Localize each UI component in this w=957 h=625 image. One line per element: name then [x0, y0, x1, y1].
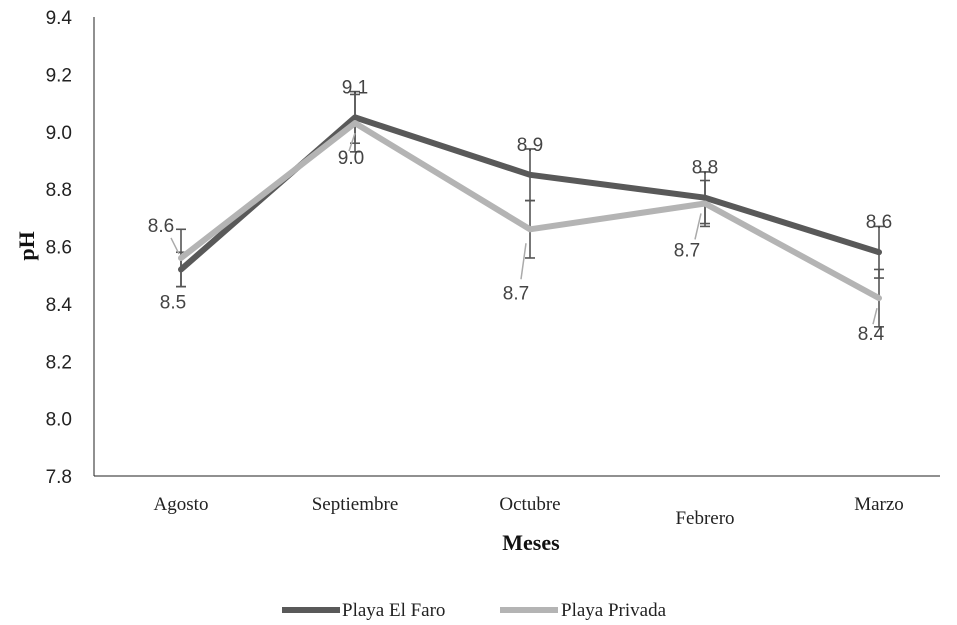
y-tick-label: 9.4 — [46, 8, 73, 29]
y-axis-title: pH — [14, 231, 39, 260]
y-tick-label: 8.0 — [46, 410, 72, 431]
y-tick-labels: 7.8 8.0 8.2 8.4 8.6 8.8 9.0 9.2 9.4 — [46, 8, 73, 488]
label-leader-line — [520, 243, 527, 280]
y-tick-label: 9.2 — [46, 65, 72, 86]
data-label: 8.5 — [160, 292, 186, 313]
series-line-playa-privada — [178, 120, 882, 302]
y-tick-label: 8.4 — [46, 295, 73, 316]
y-tick-label: 9.0 — [46, 123, 72, 144]
y-tick-label: 8.2 — [46, 352, 72, 373]
label-leader-line — [694, 213, 702, 240]
legend: Playa El Faro Playa Privada — [282, 600, 667, 621]
data-label: 8.6 — [866, 212, 892, 233]
data-label: 8.6 — [148, 216, 174, 237]
error-bars — [176, 90, 884, 328]
legend-label-playa-el-faro: Playa El Faro — [342, 600, 445, 621]
x-tick-label: Febrero — [675, 508, 734, 529]
label-leader-line — [170, 237, 180, 255]
data-label: 8.8 — [692, 158, 718, 179]
x-tick-label: Marzo — [854, 494, 904, 515]
data-label: 8.7 — [503, 283, 529, 304]
data-label: 8.7 — [674, 240, 700, 261]
x-tick-label: Septiembre — [312, 494, 399, 515]
label-leader-line — [348, 132, 356, 152]
x-tick-labels: Agosto Septiembre Octubre Febrero Marzo — [154, 494, 904, 529]
data-label: 8.4 — [858, 324, 885, 345]
y-tick-label: 7.8 — [46, 467, 72, 488]
axes — [93, 17, 940, 477]
label-leader-line — [872, 307, 878, 325]
x-axis-title: Meses — [502, 530, 560, 555]
y-tick-label: 8.8 — [46, 180, 72, 201]
x-tick-label: Octubre — [499, 494, 560, 515]
legend-label-playa-privada: Playa Privada — [561, 600, 667, 621]
data-label: 8.9 — [517, 135, 543, 156]
series-lines — [178, 114, 882, 302]
x-tick-label: Agosto — [154, 494, 209, 515]
data-labels: 8.5 9.1 8.9 8.8 8.6 8.6 9.0 8.7 8.7 8.4 — [148, 77, 892, 345]
data-label: 9.0 — [338, 148, 364, 169]
y-tick-label: 8.6 — [46, 238, 72, 259]
data-label: 9.1 — [342, 77, 368, 98]
